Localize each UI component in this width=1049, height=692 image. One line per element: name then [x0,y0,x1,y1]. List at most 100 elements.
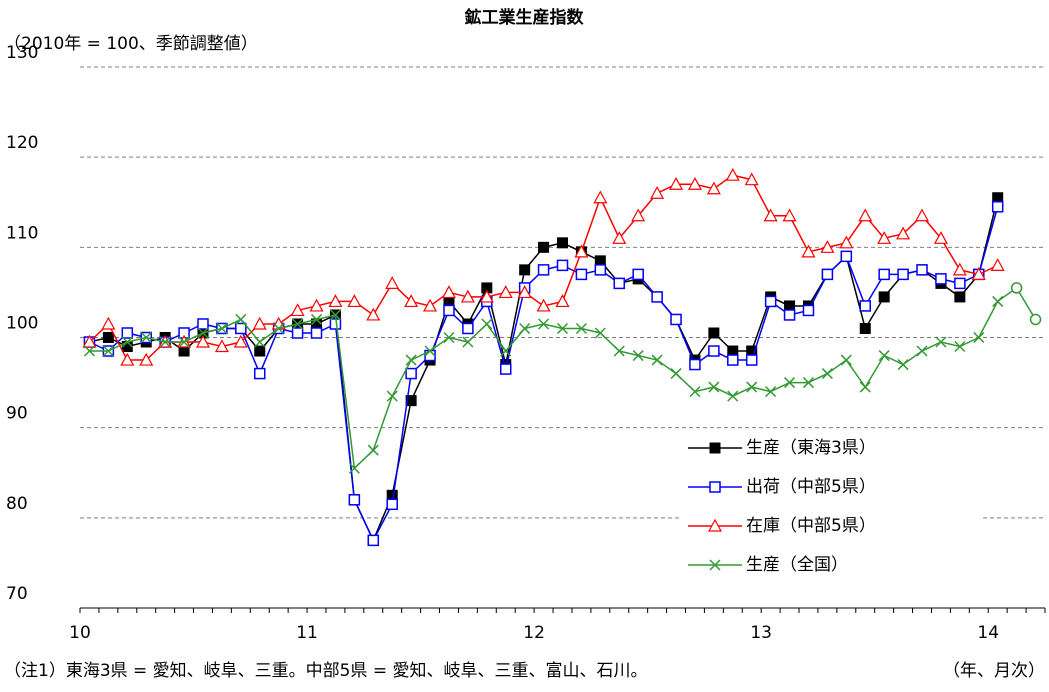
marker-part [235,322,247,335]
marker-part [839,235,854,249]
data-point [687,176,702,190]
data-point [954,340,966,353]
data-point [120,352,135,366]
marker-part [557,237,568,249]
data-point [574,244,589,258]
marker-part [310,313,323,325]
x-tick-label: 13 [750,623,772,643]
data-point [935,336,947,348]
data-point [178,336,190,348]
data-point [519,322,531,335]
data-point [197,327,209,339]
data-point [632,350,644,362]
data-point [500,345,512,357]
marker-part [498,285,513,299]
marker-part [347,294,362,308]
data-point [556,322,569,335]
data-point [348,494,361,506]
marker-part [708,327,720,339]
data-point [385,276,400,289]
marker-part [593,190,608,204]
marker-part [310,327,323,339]
marker-part [139,352,154,366]
legend-marker [709,442,721,454]
data-point [537,264,550,276]
x-tick-label: 12 [523,623,545,643]
data-point [935,273,947,285]
data-point [462,322,474,335]
marker-part [916,264,928,276]
marker-part [235,313,247,325]
marker-part [613,277,626,290]
data-point [443,331,455,344]
data-point [971,267,986,280]
data-point [670,368,682,380]
x-tick-label: 14 [977,623,999,643]
data-point [878,268,890,281]
marker-part [405,367,417,380]
data-point [933,231,948,244]
y-tick-label: 90 [6,404,28,424]
data-point [820,240,835,253]
legend-marker [709,481,721,493]
data-point [897,359,909,371]
data-point [954,291,966,303]
marker-part [386,390,398,402]
y-tick-label: 120 [6,133,38,153]
data-point [309,298,324,312]
data-point [556,259,569,272]
marker-part [651,291,663,303]
marker-part [290,303,305,317]
marker-part [896,226,911,240]
marker-part [709,559,721,571]
data-point [102,332,114,343]
data-point [745,354,758,366]
data-point [329,309,341,321]
marker-part [441,285,456,299]
marker-part [706,181,721,195]
marker-part [783,309,796,321]
marker-part [877,231,892,244]
marker-part [802,377,815,389]
marker-part [519,322,531,335]
marker-part [744,172,759,186]
data-point [689,386,701,398]
marker-part [669,176,684,190]
marker-part [121,336,133,348]
marker-part [481,318,493,330]
data-point [404,294,419,308]
data-point [877,231,892,244]
marker-part [858,208,873,222]
data-point [423,298,438,312]
data-point [555,294,570,308]
data-point [499,363,512,375]
data-point [952,262,967,276]
marker-part [82,334,97,348]
marker-part [536,298,551,312]
marker-part [443,331,455,344]
marker-part [292,318,304,330]
marker-part [195,334,211,348]
marker-part [878,268,890,281]
data-point [462,336,474,348]
data-point [254,345,266,357]
y-tick-label: 80 [6,494,28,514]
data-point [612,231,627,244]
marker-part [404,294,419,308]
marker-part [897,268,909,281]
marker-part [632,350,644,362]
legend-background [680,430,980,596]
marker-part [460,289,475,303]
data-point [328,294,343,308]
data-point [460,289,475,303]
data-point [990,258,1005,271]
marker-part [405,354,417,366]
marker-part [348,494,361,506]
marker-part [102,345,114,357]
marker-part [782,208,797,222]
marker-part [650,185,665,199]
data-point [290,303,305,317]
data-point [557,237,568,249]
data-point [594,327,606,339]
